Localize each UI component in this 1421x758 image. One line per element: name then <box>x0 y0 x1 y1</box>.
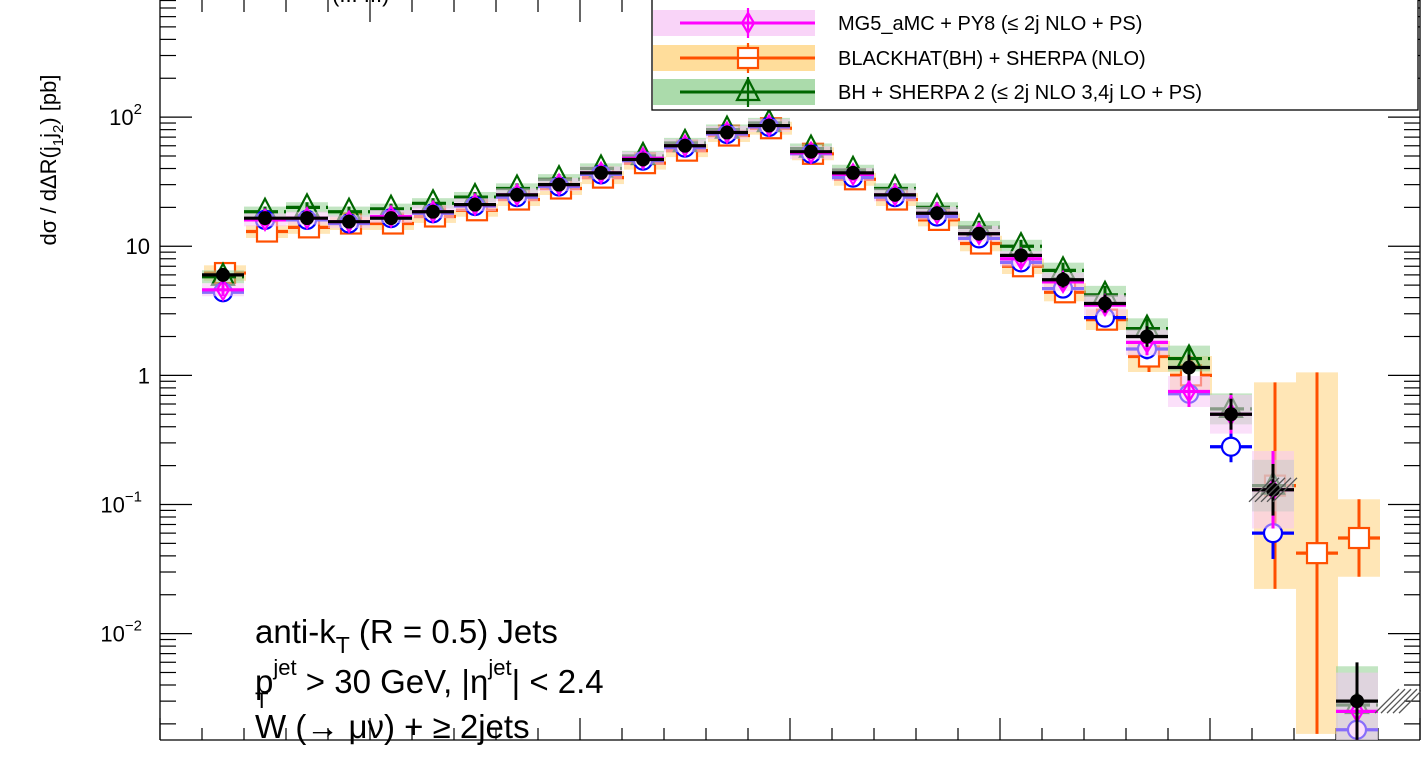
marker-filled-circle <box>720 125 734 140</box>
marker-filled-circle <box>1014 248 1028 263</box>
hatch-line <box>1398 690 1421 714</box>
series-2 <box>202 113 1378 740</box>
svg-text:dσ / dΔR(j1j2) [pb]: dσ / dΔR(j1j2) [pb] <box>36 75 67 246</box>
marker-filled-circle <box>342 214 356 229</box>
marker-filled-circle <box>258 211 272 226</box>
marker-open-diamond <box>740 10 756 36</box>
y-axis: 10−2 10−1 1 10 102 <box>100 0 1420 725</box>
y-axis-label: dσ / dΔR(j1j2) [pb] <box>36 75 67 246</box>
marker-open-circle <box>1220 436 1242 457</box>
top-label-fragment: (... ...) <box>332 0 389 7</box>
marker-filled-circle <box>510 187 524 202</box>
hatch-overlay <box>1248 477 1298 503</box>
marker-filled-circle <box>594 165 608 180</box>
marker-filled-circle <box>216 267 230 282</box>
legend-label: MG5_aMC + PY8 (≤ 2j NLO + PS) <box>838 13 1142 35</box>
x-axis-ticks <box>159 0 1421 740</box>
marker-filled-circle <box>552 177 566 192</box>
hatch-line <box>1248 477 1274 503</box>
legend: MG5_aMC + PY8 (≤ 2j NLO + PS) BLACKHAT(BH… <box>651 0 1419 111</box>
marker-filled-circle <box>1224 407 1238 422</box>
marker-filled-circle <box>930 206 944 221</box>
marker-filled-circle <box>1140 329 1154 344</box>
marker-filled-circle <box>468 197 482 212</box>
marker-open-triangle <box>735 76 761 102</box>
y-tick-label: 10 <box>126 234 150 259</box>
hatch-line <box>1254 477 1280 503</box>
marker-filled-circle <box>1182 360 1196 375</box>
marker-filled-circle <box>1098 296 1112 311</box>
marker-filled-circle <box>1350 694 1364 709</box>
marker-filled-circle <box>846 165 860 180</box>
y-tick-label: 1 <box>138 363 150 388</box>
annotations: anti-kT (R = 0.5) Jets pjet > 30 GeV, |η… <box>255 613 604 745</box>
y-tick-label: 102 <box>109 101 142 130</box>
marker-filled-circle <box>804 144 818 159</box>
y-tick-label: 10−2 <box>100 618 142 647</box>
series-0 <box>202 118 1378 740</box>
marker-filled-circle <box>972 226 986 241</box>
hatch-line <box>1266 477 1292 503</box>
marker-filled-circle <box>762 118 776 133</box>
legend-entry: MG5_aMC + PY8 (≤ 2j NLO + PS) <box>653 8 1142 38</box>
hatch-overlay <box>1374 688 1421 714</box>
marker-filled-circle <box>1056 272 1070 287</box>
legend-label: BLACKHAT(BH) + SHERPA (NLO) <box>838 48 1146 70</box>
marker-filled-circle <box>384 211 398 226</box>
legend-entry: BH + SHERPA 2 (≤ 2j NLO 3,4j LO + PS) <box>653 76 1202 107</box>
hatch-line <box>1272 477 1298 503</box>
y-tick-label: 10−1 <box>100 488 142 517</box>
hatch-line <box>1392 688 1418 714</box>
annotation-jets: anti-kT (R = 0.5) Jets <box>255 613 558 658</box>
marker-filled-circle <box>426 204 440 219</box>
annotation-pt-sub: T <box>255 688 268 713</box>
legend-label: BH + SHERPA 2 (≤ 2j NLO 3,4j LO + PS) <box>838 82 1202 104</box>
marker-filled-circle <box>678 138 692 153</box>
marker-filled-circle <box>300 211 314 226</box>
hatch-line <box>1386 688 1412 714</box>
marker-filled-circle <box>636 152 650 167</box>
hatch-line <box>1260 477 1286 503</box>
annotation-pt-cut: pjet > 30 GeV, |ηjet| < 2.4 <box>255 655 604 700</box>
marker-open-square <box>1305 542 1329 565</box>
legend-entry: BLACKHAT(BH) + SHERPA (NLO) <box>653 43 1146 73</box>
marker-open-square <box>1347 526 1371 550</box>
marker-filled-circle <box>888 187 902 202</box>
marker-open-diamond <box>1181 379 1197 404</box>
data-layer <box>202 107 1421 740</box>
hatch-line <box>1374 688 1400 714</box>
marker-open-diamond <box>215 277 231 302</box>
hatch-line <box>1380 688 1406 714</box>
annotation-process: W (→ μν) + ≥ 2jets <box>255 708 530 745</box>
